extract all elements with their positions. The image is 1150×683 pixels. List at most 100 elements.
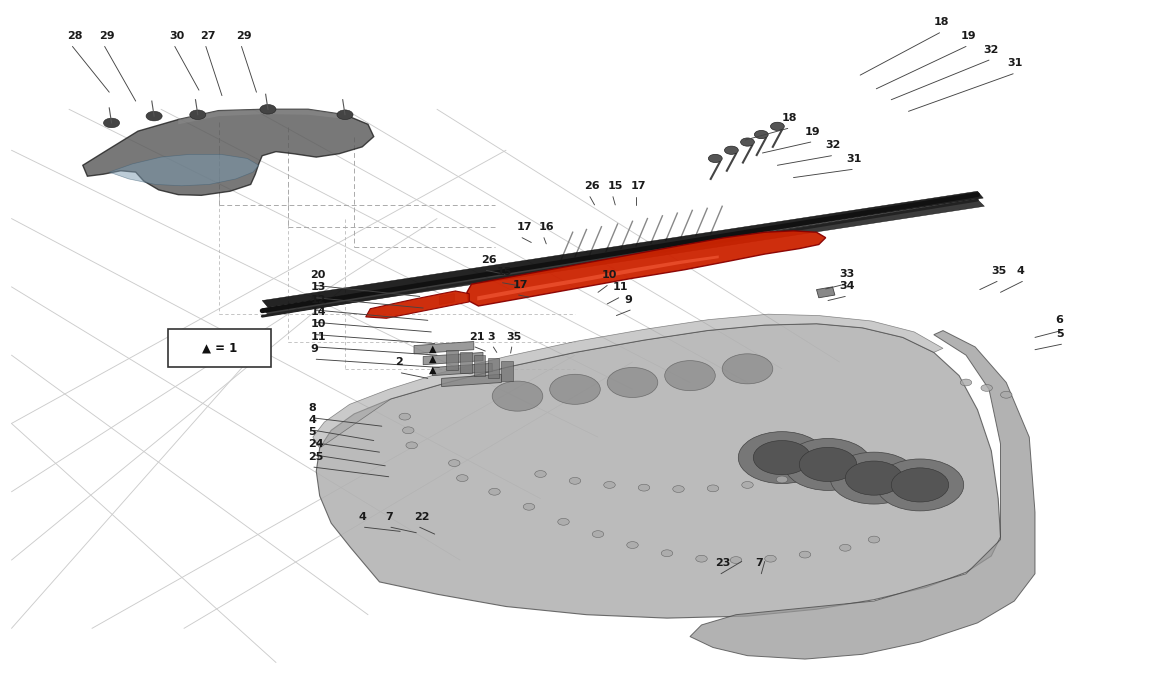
Polygon shape (109, 154, 259, 186)
Text: 27: 27 (200, 31, 215, 41)
FancyBboxPatch shape (168, 329, 271, 367)
Text: 32: 32 (983, 44, 998, 55)
Polygon shape (414, 342, 474, 354)
Text: 19: 19 (960, 31, 976, 41)
Polygon shape (262, 191, 983, 307)
Circle shape (868, 536, 880, 543)
Circle shape (981, 385, 992, 391)
Circle shape (260, 104, 276, 114)
Text: 29: 29 (99, 31, 115, 41)
Polygon shape (467, 231, 826, 306)
Polygon shape (442, 374, 501, 387)
Circle shape (607, 367, 658, 398)
Text: 6: 6 (1056, 315, 1064, 325)
Text: 2: 2 (396, 357, 404, 367)
Polygon shape (690, 331, 1035, 659)
Circle shape (558, 518, 569, 525)
Circle shape (399, 413, 411, 420)
Text: 24: 24 (308, 439, 324, 449)
Polygon shape (366, 291, 469, 318)
Text: 18: 18 (782, 113, 797, 123)
Text: 35: 35 (991, 266, 1006, 276)
Text: 32: 32 (826, 140, 841, 150)
Circle shape (489, 488, 500, 495)
Circle shape (569, 477, 581, 484)
Circle shape (1000, 391, 1012, 398)
Polygon shape (432, 363, 492, 376)
Text: 23: 23 (715, 558, 730, 568)
Circle shape (457, 475, 468, 482)
Text: 20: 20 (310, 270, 325, 280)
Circle shape (722, 354, 773, 384)
Circle shape (707, 485, 719, 492)
Circle shape (523, 503, 535, 510)
Circle shape (741, 138, 754, 146)
Circle shape (799, 551, 811, 558)
Text: 17: 17 (630, 181, 645, 191)
Circle shape (104, 118, 120, 128)
Text: 31: 31 (1007, 58, 1022, 68)
Circle shape (492, 381, 543, 411)
Polygon shape (477, 255, 719, 301)
Circle shape (738, 432, 826, 484)
Text: 26: 26 (584, 181, 600, 191)
Text: ▲: ▲ (429, 365, 436, 375)
Text: 33: 33 (840, 268, 854, 279)
Polygon shape (446, 350, 458, 370)
Circle shape (799, 447, 857, 482)
Text: 19: 19 (805, 126, 821, 137)
Polygon shape (316, 324, 1000, 618)
Circle shape (550, 374, 600, 404)
Circle shape (696, 555, 707, 562)
Text: 4: 4 (308, 415, 316, 425)
Circle shape (708, 154, 722, 163)
Text: ▲: ▲ (429, 354, 436, 364)
Polygon shape (262, 199, 984, 316)
Circle shape (661, 550, 673, 557)
Circle shape (753, 441, 811, 475)
Text: 29: 29 (236, 31, 252, 41)
Text: 5: 5 (1056, 329, 1064, 339)
Polygon shape (83, 109, 374, 195)
Circle shape (830, 452, 918, 504)
Polygon shape (501, 361, 513, 381)
Polygon shape (474, 355, 485, 376)
Circle shape (604, 482, 615, 488)
Polygon shape (460, 352, 471, 373)
Text: 10: 10 (601, 270, 616, 280)
Circle shape (754, 130, 768, 139)
Text: 7: 7 (756, 558, 764, 568)
Text: 12: 12 (310, 294, 325, 305)
Circle shape (765, 555, 776, 562)
Text: 9: 9 (624, 294, 632, 305)
Text: 30: 30 (169, 31, 184, 41)
Text: ▲: ▲ (429, 344, 436, 353)
Circle shape (592, 531, 604, 538)
Circle shape (776, 476, 788, 483)
Polygon shape (488, 358, 499, 378)
Circle shape (770, 122, 784, 130)
Text: 15: 15 (607, 181, 622, 191)
Circle shape (742, 482, 753, 488)
Circle shape (845, 461, 903, 495)
Text: 34: 34 (840, 281, 854, 291)
Polygon shape (178, 109, 345, 124)
Text: 11: 11 (310, 331, 325, 342)
Text: 16: 16 (538, 222, 554, 232)
Polygon shape (816, 287, 835, 298)
Circle shape (840, 544, 851, 551)
Circle shape (448, 460, 460, 466)
Text: 17: 17 (516, 222, 531, 232)
Polygon shape (313, 314, 943, 448)
Circle shape (337, 110, 353, 120)
Text: 18: 18 (934, 17, 949, 27)
Text: 22: 22 (414, 512, 429, 522)
Text: 35: 35 (506, 331, 521, 342)
Text: 15: 15 (497, 267, 512, 277)
Circle shape (190, 110, 206, 120)
Text: 17: 17 (513, 279, 528, 290)
Circle shape (876, 459, 964, 511)
Text: 21: 21 (469, 331, 484, 342)
Text: 31: 31 (846, 154, 861, 164)
Circle shape (960, 379, 972, 386)
